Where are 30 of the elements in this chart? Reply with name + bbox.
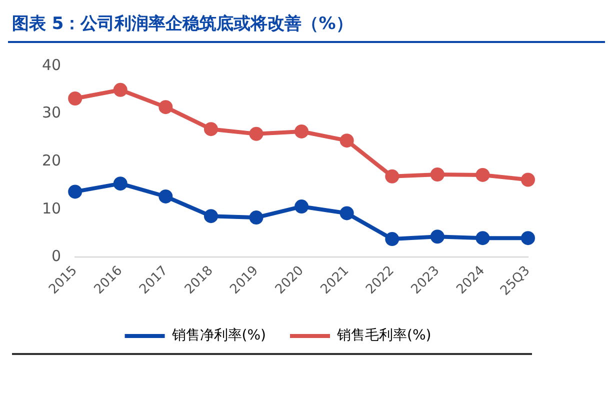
point xyxy=(521,231,535,246)
point xyxy=(204,122,218,136)
point xyxy=(476,231,490,246)
point xyxy=(430,230,444,244)
legend-label: 销售净利率(%) xyxy=(170,328,266,344)
legend-label: 销售毛利率(%) xyxy=(336,328,432,344)
point xyxy=(430,168,444,182)
point xyxy=(340,134,354,148)
point xyxy=(294,200,309,214)
point xyxy=(385,169,400,184)
point xyxy=(294,124,309,138)
point xyxy=(113,82,128,97)
point xyxy=(158,189,173,204)
point xyxy=(249,126,264,141)
point xyxy=(476,168,490,182)
point xyxy=(340,206,354,220)
point xyxy=(68,92,82,106)
chart-title: 图表 5：公司利润率企稳筑底或将改善（%） xyxy=(8,8,605,43)
point xyxy=(158,100,173,114)
point xyxy=(204,209,218,224)
point xyxy=(113,176,128,191)
point xyxy=(385,232,400,246)
point xyxy=(249,210,264,225)
y-tick-label: 30 xyxy=(42,104,62,122)
y-tick-label: 10 xyxy=(42,199,62,218)
y-tick-label: 20 xyxy=(42,151,62,170)
point xyxy=(68,184,82,199)
y-tick-label: 0 xyxy=(52,247,62,266)
y-tick-label: 40 xyxy=(42,56,62,74)
point xyxy=(521,172,535,187)
